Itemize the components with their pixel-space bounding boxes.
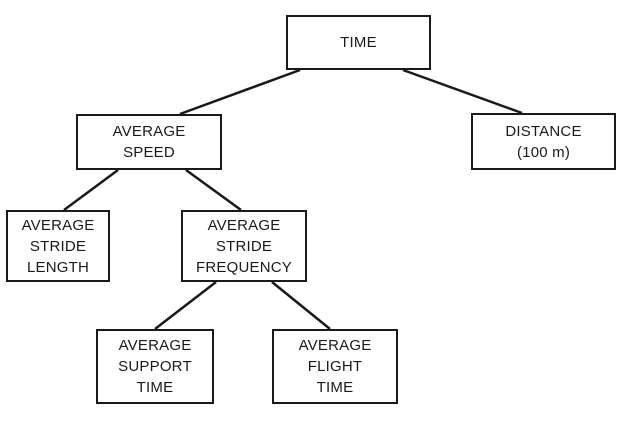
- node-support-time-line-1: AVERAGE: [118, 337, 192, 354]
- node-distance-line-2: (100 m): [516, 143, 571, 161]
- node-distance: DISTANCE (100 m): [471, 113, 616, 170]
- edge-speed-stride-length: [63, 168, 119, 212]
- node-flight-time-line-1: AVERAGE: [298, 337, 372, 354]
- node-support-time-line-2: SUPPORT: [118, 358, 192, 375]
- node-average-speed-line-2: SPEED: [123, 144, 175, 161]
- edge-speed-stride-frequency: [185, 168, 242, 212]
- node-stride-frequency-line-2: STRIDE: [215, 237, 273, 255]
- node-flight-time-line-3: TIME: [316, 379, 354, 396]
- edge-frequency-flight-time: [271, 281, 331, 330]
- node-support-time-line-3: TIME: [136, 379, 174, 396]
- node-stride-frequency-line-1: AVERAGE: [207, 216, 281, 234]
- node-stride-length-line-1: AVERAGE: [21, 216, 95, 234]
- node-stride-length-line-3: LENGTH: [26, 258, 90, 276]
- edge-time-distance: [402, 68, 523, 115]
- node-stride-length-line-2: STRIDE: [29, 237, 87, 255]
- node-average-stride-frequency: AVERAGE STRIDE FREQUENCY: [181, 210, 307, 282]
- node-stride-frequency-line-3: FREQUENCY: [196, 258, 292, 276]
- node-average-support-time: AVERAGE SUPPORT TIME: [96, 329, 214, 404]
- node-average-stride-length: AVERAGE STRIDE LENGTH: [6, 210, 110, 282]
- node-distance-line-1: DISTANCE: [505, 122, 582, 140]
- node-average-speed-line-1: AVERAGE: [112, 123, 186, 140]
- edge-frequency-support-time: [154, 281, 217, 330]
- node-time-line-1: TIME: [340, 34, 377, 51]
- edge-time-speed: [179, 68, 301, 116]
- node-average-speed: AVERAGE SPEED: [76, 114, 222, 170]
- node-average-flight-time: AVERAGE FLIGHT TIME: [272, 329, 398, 404]
- node-time: TIME: [286, 15, 431, 70]
- node-flight-time-line-2: FLIGHT: [307, 358, 363, 375]
